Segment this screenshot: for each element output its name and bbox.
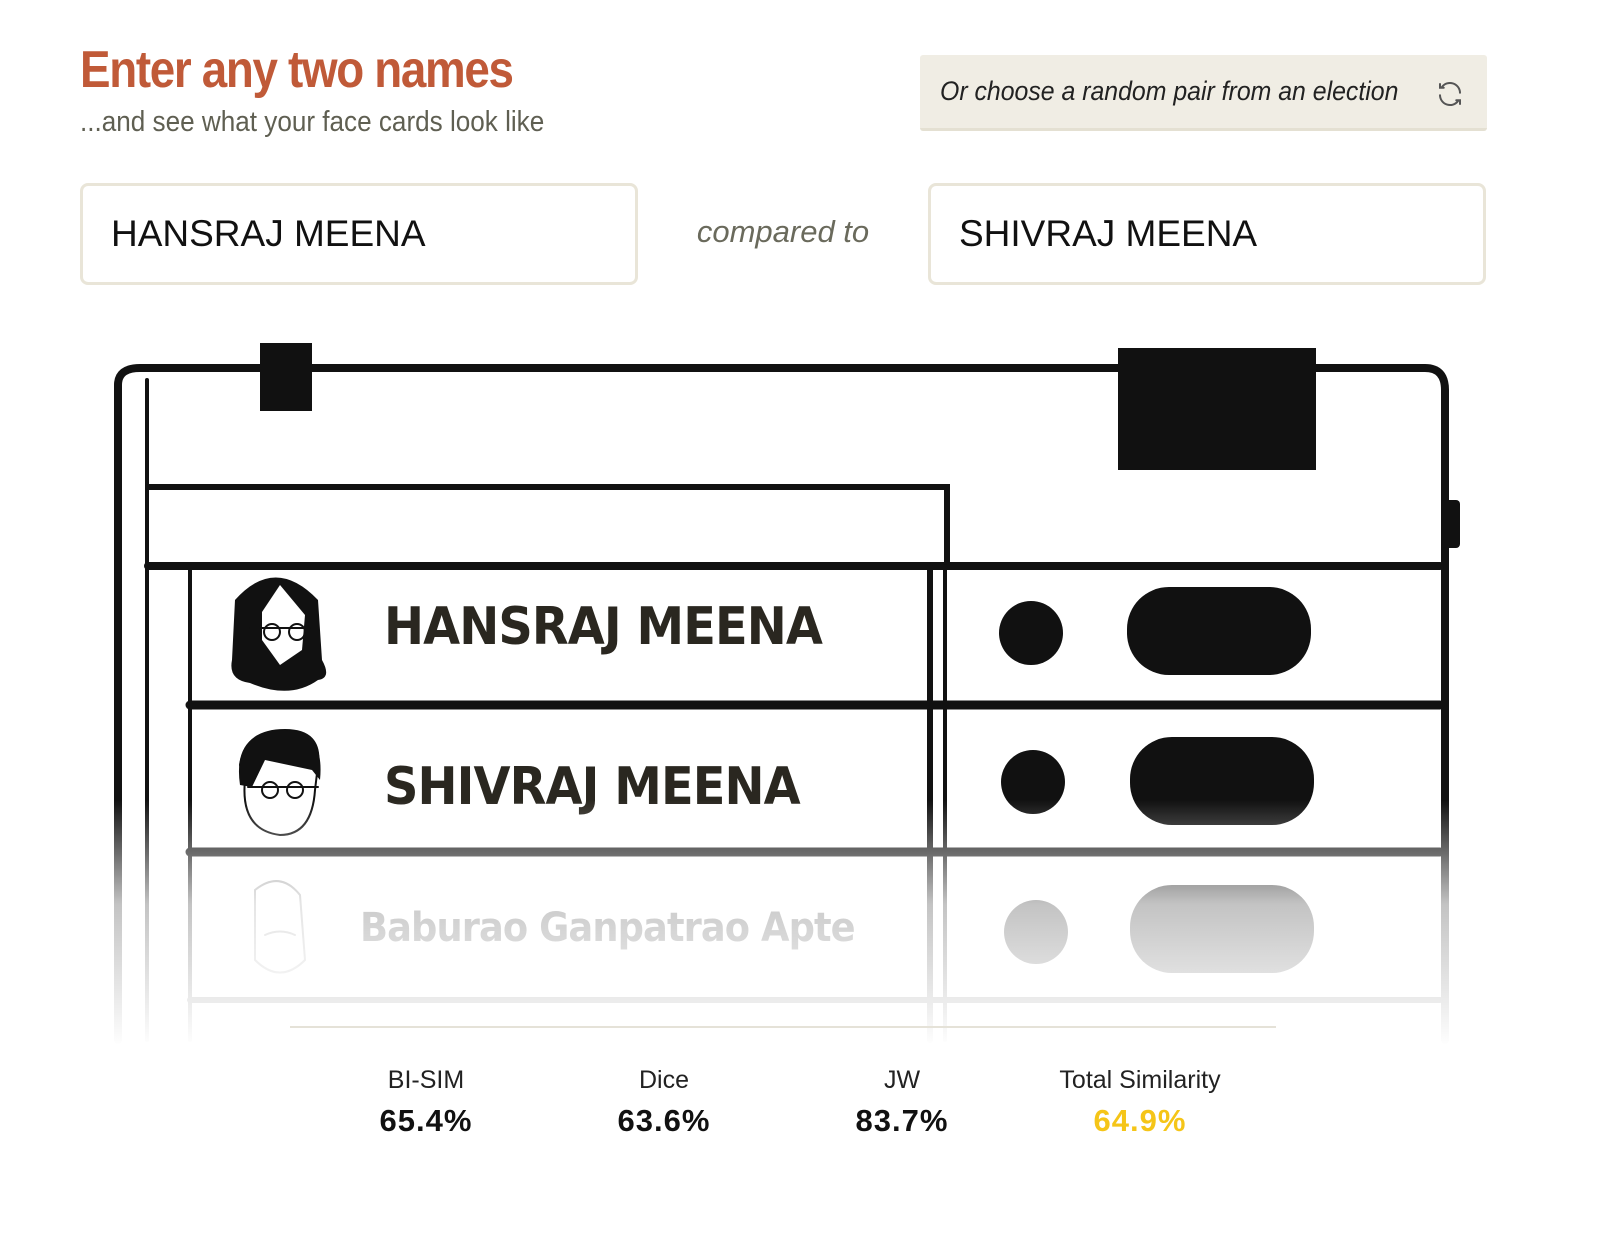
stat-value: 83.7% xyxy=(855,1103,949,1138)
stat-value: 65.4% xyxy=(379,1103,473,1138)
stat-jw: JW 83.7% xyxy=(782,1066,1022,1139)
evm-vote-button-1 xyxy=(1127,587,1311,675)
candidate-name-1: HANSRAJ MEENA xyxy=(384,597,823,657)
candidate-name-3: Baburao Ganpatrao Apte xyxy=(360,905,856,951)
random-pair-button[interactable]: Or choose a random pair from an election xyxy=(920,55,1487,131)
stat-label: Dice xyxy=(638,1066,689,1094)
refresh-icon xyxy=(1439,81,1461,107)
stat-dice: Dice 63.6% xyxy=(544,1066,784,1139)
bearded-face-avatar-icon xyxy=(231,577,327,691)
stats-divider xyxy=(290,1026,1276,1028)
first-name-input[interactable] xyxy=(80,183,638,285)
stat-value: 64.9% xyxy=(1093,1103,1187,1138)
stat-bisim: BI-SIM 65.4% xyxy=(306,1066,546,1139)
random-pair-label: Or choose a random pair from an election xyxy=(940,76,1399,106)
compared-to-label: compared to xyxy=(696,214,870,249)
second-name-input[interactable] xyxy=(928,183,1486,285)
evm-vote-button-3 xyxy=(1130,885,1314,973)
evm-light-1 xyxy=(999,601,1063,665)
stat-label: Total Similarity xyxy=(1059,1066,1221,1094)
stat-label: JW xyxy=(883,1066,921,1094)
evm-light-2 xyxy=(1001,750,1065,814)
stat-label: BI-SIM xyxy=(387,1066,465,1094)
evm-clip-left xyxy=(260,343,312,411)
stat-value: 63.6% xyxy=(617,1103,711,1138)
page-subtitle: ...and see what your face cards look lik… xyxy=(80,106,545,138)
stat-total-similarity: Total Similarity 64.9% xyxy=(1020,1066,1260,1139)
evm-light-3 xyxy=(1004,900,1068,964)
candidate-name-2: SHIVRAJ MEENA xyxy=(384,757,801,817)
page-title: Enter any two names xyxy=(80,41,514,99)
evm-vote-button-2 xyxy=(1130,737,1314,825)
face-with-glasses-avatar-icon xyxy=(238,728,321,837)
mustached-face-avatar-icon xyxy=(254,880,307,974)
